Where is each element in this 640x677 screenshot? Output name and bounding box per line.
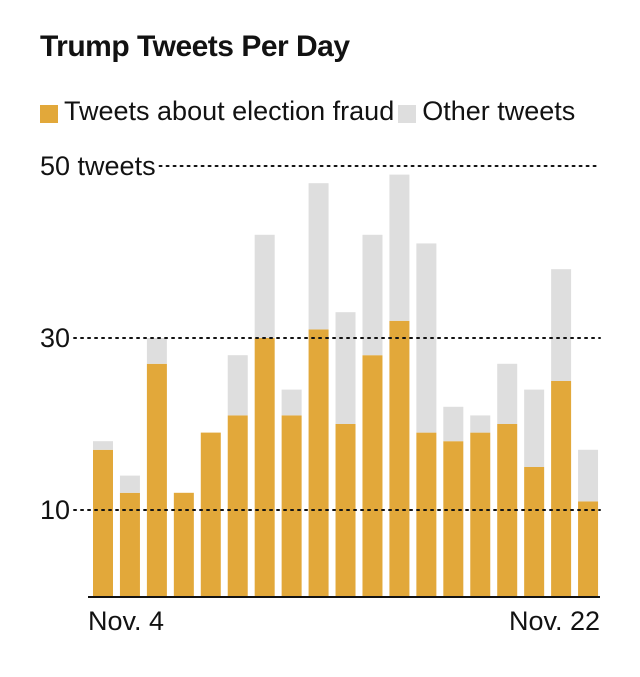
bar-election-fraud-4 xyxy=(200,432,221,596)
legend-swatch-election-fraud xyxy=(40,104,58,123)
x-tick-label-1: Nov. 22 xyxy=(509,606,600,636)
bar-other-17 xyxy=(551,269,572,381)
bar-other-5 xyxy=(227,355,248,416)
bar-other-18 xyxy=(578,449,599,502)
y-tick-label-0: 50 tweets xyxy=(40,151,156,181)
bar-other-1 xyxy=(119,475,140,493)
bar-election-fraud-14 xyxy=(470,432,491,596)
legend-item-election-fraud: Tweets about election fraud xyxy=(40,96,394,127)
legend-swatch-other xyxy=(398,104,417,123)
bar-election-fraud-11 xyxy=(389,320,410,596)
bar-election-fraud-8 xyxy=(308,329,329,596)
bar-other-7 xyxy=(281,389,302,416)
bar-election-fraud-9 xyxy=(335,424,356,596)
x-tick-label-0: Nov. 4 xyxy=(88,606,164,636)
bar-other-16 xyxy=(524,389,545,467)
bar-other-15 xyxy=(497,363,518,424)
chart-title: Trump Tweets Per Day xyxy=(40,30,350,63)
bar-election-fraud-10 xyxy=(362,355,383,596)
chart-legend: Tweets about election fraud Other tweets xyxy=(40,96,575,127)
bar-other-6 xyxy=(254,234,275,338)
bar-election-fraud-17 xyxy=(551,381,572,596)
y-tick-label-1: 30 xyxy=(40,323,70,353)
bar-election-fraud-13 xyxy=(443,441,464,596)
bar-election-fraud-12 xyxy=(416,432,437,596)
bar-other-9 xyxy=(335,312,356,424)
bar-other-2 xyxy=(146,338,167,364)
bar-election-fraud-5 xyxy=(227,415,248,596)
bar-other-13 xyxy=(443,406,464,442)
bar-election-fraud-2 xyxy=(146,363,167,596)
bar-other-8 xyxy=(308,183,329,330)
bar-election-fraud-3 xyxy=(173,492,194,596)
bar-other-10 xyxy=(362,234,383,356)
bar-election-fraud-7 xyxy=(281,415,302,596)
legend-label-election-fraud: Tweets about election fraud xyxy=(64,96,395,126)
bar-election-fraud-16 xyxy=(524,467,545,596)
bar-other-11 xyxy=(389,174,410,321)
bar-election-fraud-6 xyxy=(254,338,275,596)
legend-item-other: Other tweets xyxy=(398,96,575,127)
legend-label-other: Other tweets xyxy=(422,96,576,126)
y-tick-label-2: 10 xyxy=(40,495,70,525)
bar-other-14 xyxy=(470,415,491,433)
bar-election-fraud-1 xyxy=(119,492,140,596)
bar-other-0 xyxy=(93,441,113,450)
bar-election-fraud-0 xyxy=(93,449,113,596)
bar-election-fraud-18 xyxy=(578,501,599,596)
